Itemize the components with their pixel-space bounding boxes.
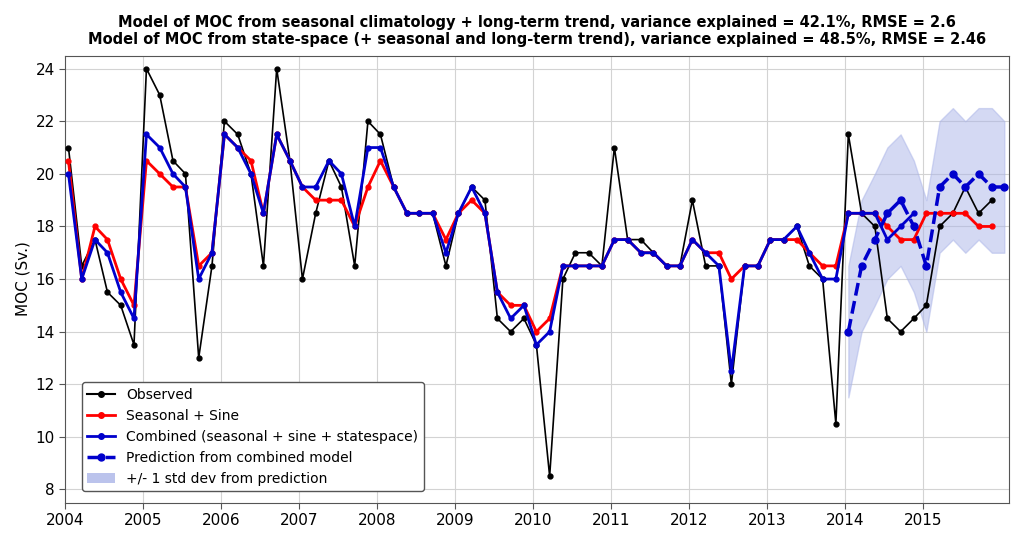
Title: Model of MOC from seasonal climatology + long-term trend, variance explained = 4: Model of MOC from seasonal climatology +… <box>88 15 986 47</box>
Y-axis label: MOC (Sv.): MOC (Sv.) <box>15 242 30 317</box>
Legend: Observed, Seasonal + Sine, Combined (seasonal + sine + statespace), Prediction f: Observed, Seasonal + Sine, Combined (sea… <box>82 382 424 491</box>
